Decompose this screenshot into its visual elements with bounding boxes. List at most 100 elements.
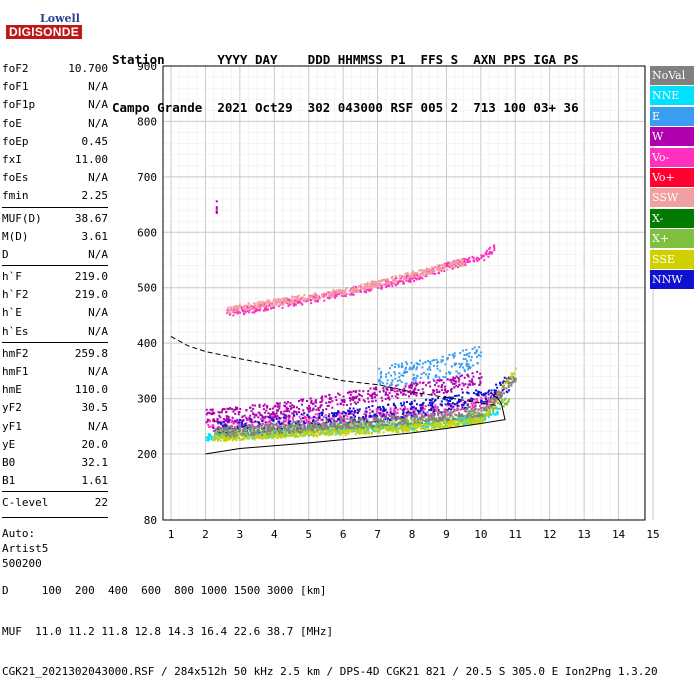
echo-point — [395, 423, 398, 426]
echo-point — [468, 419, 471, 422]
echo-point — [337, 290, 340, 293]
echo-point — [272, 419, 275, 422]
echo-point — [328, 434, 331, 437]
echo-point — [466, 403, 469, 406]
y-tick-label: 300 — [137, 393, 157, 406]
echo-point — [425, 267, 428, 270]
echo-point — [499, 393, 502, 396]
echo-point — [371, 392, 374, 395]
echo-point — [269, 420, 272, 423]
echo-point — [493, 401, 496, 404]
echo-point — [467, 261, 470, 264]
echo-point — [208, 434, 211, 437]
echo-point — [238, 423, 241, 426]
legend-item: W — [650, 127, 694, 147]
param-value: 3.61 — [81, 229, 109, 243]
echo-point — [408, 395, 411, 398]
echo-point — [299, 433, 302, 436]
echo-point — [372, 426, 375, 429]
echo-point — [421, 366, 424, 369]
echo-point — [337, 426, 340, 429]
echo-point — [471, 255, 474, 258]
echo-point — [463, 368, 466, 371]
echo-point — [479, 407, 482, 410]
echo-point — [277, 305, 280, 308]
header-values: Campo Grande 2021 Oct29 302 043000 RSF 0… — [112, 100, 579, 115]
echo-point — [231, 431, 234, 434]
echo-point — [327, 291, 330, 294]
echo-point — [437, 268, 440, 271]
echo-point — [283, 404, 286, 407]
echo-point — [439, 369, 442, 372]
param-label: foEs — [2, 171, 29, 185]
echo-point — [329, 425, 332, 428]
echo-point — [439, 423, 442, 426]
echo-point — [402, 403, 405, 406]
echo-point — [434, 426, 437, 429]
echo-point — [439, 264, 442, 267]
echo-point — [358, 408, 361, 411]
echo-point — [276, 415, 279, 418]
echo-point — [513, 380, 516, 383]
echo-point — [273, 423, 276, 426]
echo-point — [459, 414, 462, 417]
echo-point — [236, 419, 239, 422]
echo-point — [476, 421, 479, 424]
echo-point — [409, 366, 412, 369]
echo-point — [449, 265, 452, 268]
echo-point — [445, 398, 448, 401]
echo-point — [429, 385, 432, 388]
echo-point — [410, 418, 413, 421]
echo-point — [264, 424, 267, 427]
echo-point — [473, 422, 476, 425]
x-tick-label: 11 — [509, 528, 522, 541]
echo-point — [289, 299, 292, 302]
echo-point — [231, 408, 234, 411]
echo-point — [421, 414, 424, 417]
echo-point — [403, 275, 406, 278]
echo-point — [339, 433, 342, 436]
echo-point — [301, 430, 304, 433]
echo-point — [263, 417, 266, 420]
echo-point — [288, 302, 291, 305]
echo-point — [374, 428, 377, 431]
echo-point — [467, 258, 470, 261]
echo-point — [354, 424, 357, 427]
echo-point — [234, 412, 237, 415]
echo-point — [433, 414, 436, 417]
echo-point — [508, 377, 511, 380]
echo-point — [486, 413, 489, 416]
echo-point — [409, 407, 412, 410]
echo-point — [369, 415, 372, 418]
echo-point — [457, 394, 460, 397]
echo-point — [415, 394, 418, 397]
echo-point — [394, 419, 397, 422]
echo-point — [472, 259, 475, 262]
echo-point — [409, 426, 412, 429]
echo-point — [430, 428, 433, 431]
echo-point — [418, 411, 421, 414]
echo-point — [248, 420, 251, 423]
echo-point — [255, 414, 258, 417]
echo-point — [300, 413, 303, 416]
echo-point — [487, 391, 490, 394]
echo-point — [244, 306, 247, 309]
echo-point — [426, 420, 429, 423]
echo-point — [388, 281, 391, 284]
echo-point — [424, 269, 427, 272]
echo-point — [326, 427, 329, 430]
echo-point — [431, 405, 434, 408]
echo-point — [239, 311, 242, 314]
echo-point — [260, 433, 263, 436]
echo-point — [386, 411, 389, 414]
param-value: N/A — [88, 306, 108, 320]
param-value: N/A — [88, 171, 108, 185]
echo-point — [452, 411, 455, 414]
echo-point — [279, 425, 282, 428]
echo-point — [400, 280, 403, 283]
echo-point — [432, 270, 435, 273]
echo-point — [446, 414, 449, 417]
echo-point — [360, 432, 363, 435]
echo-point — [420, 406, 423, 409]
echo-point — [285, 430, 288, 433]
